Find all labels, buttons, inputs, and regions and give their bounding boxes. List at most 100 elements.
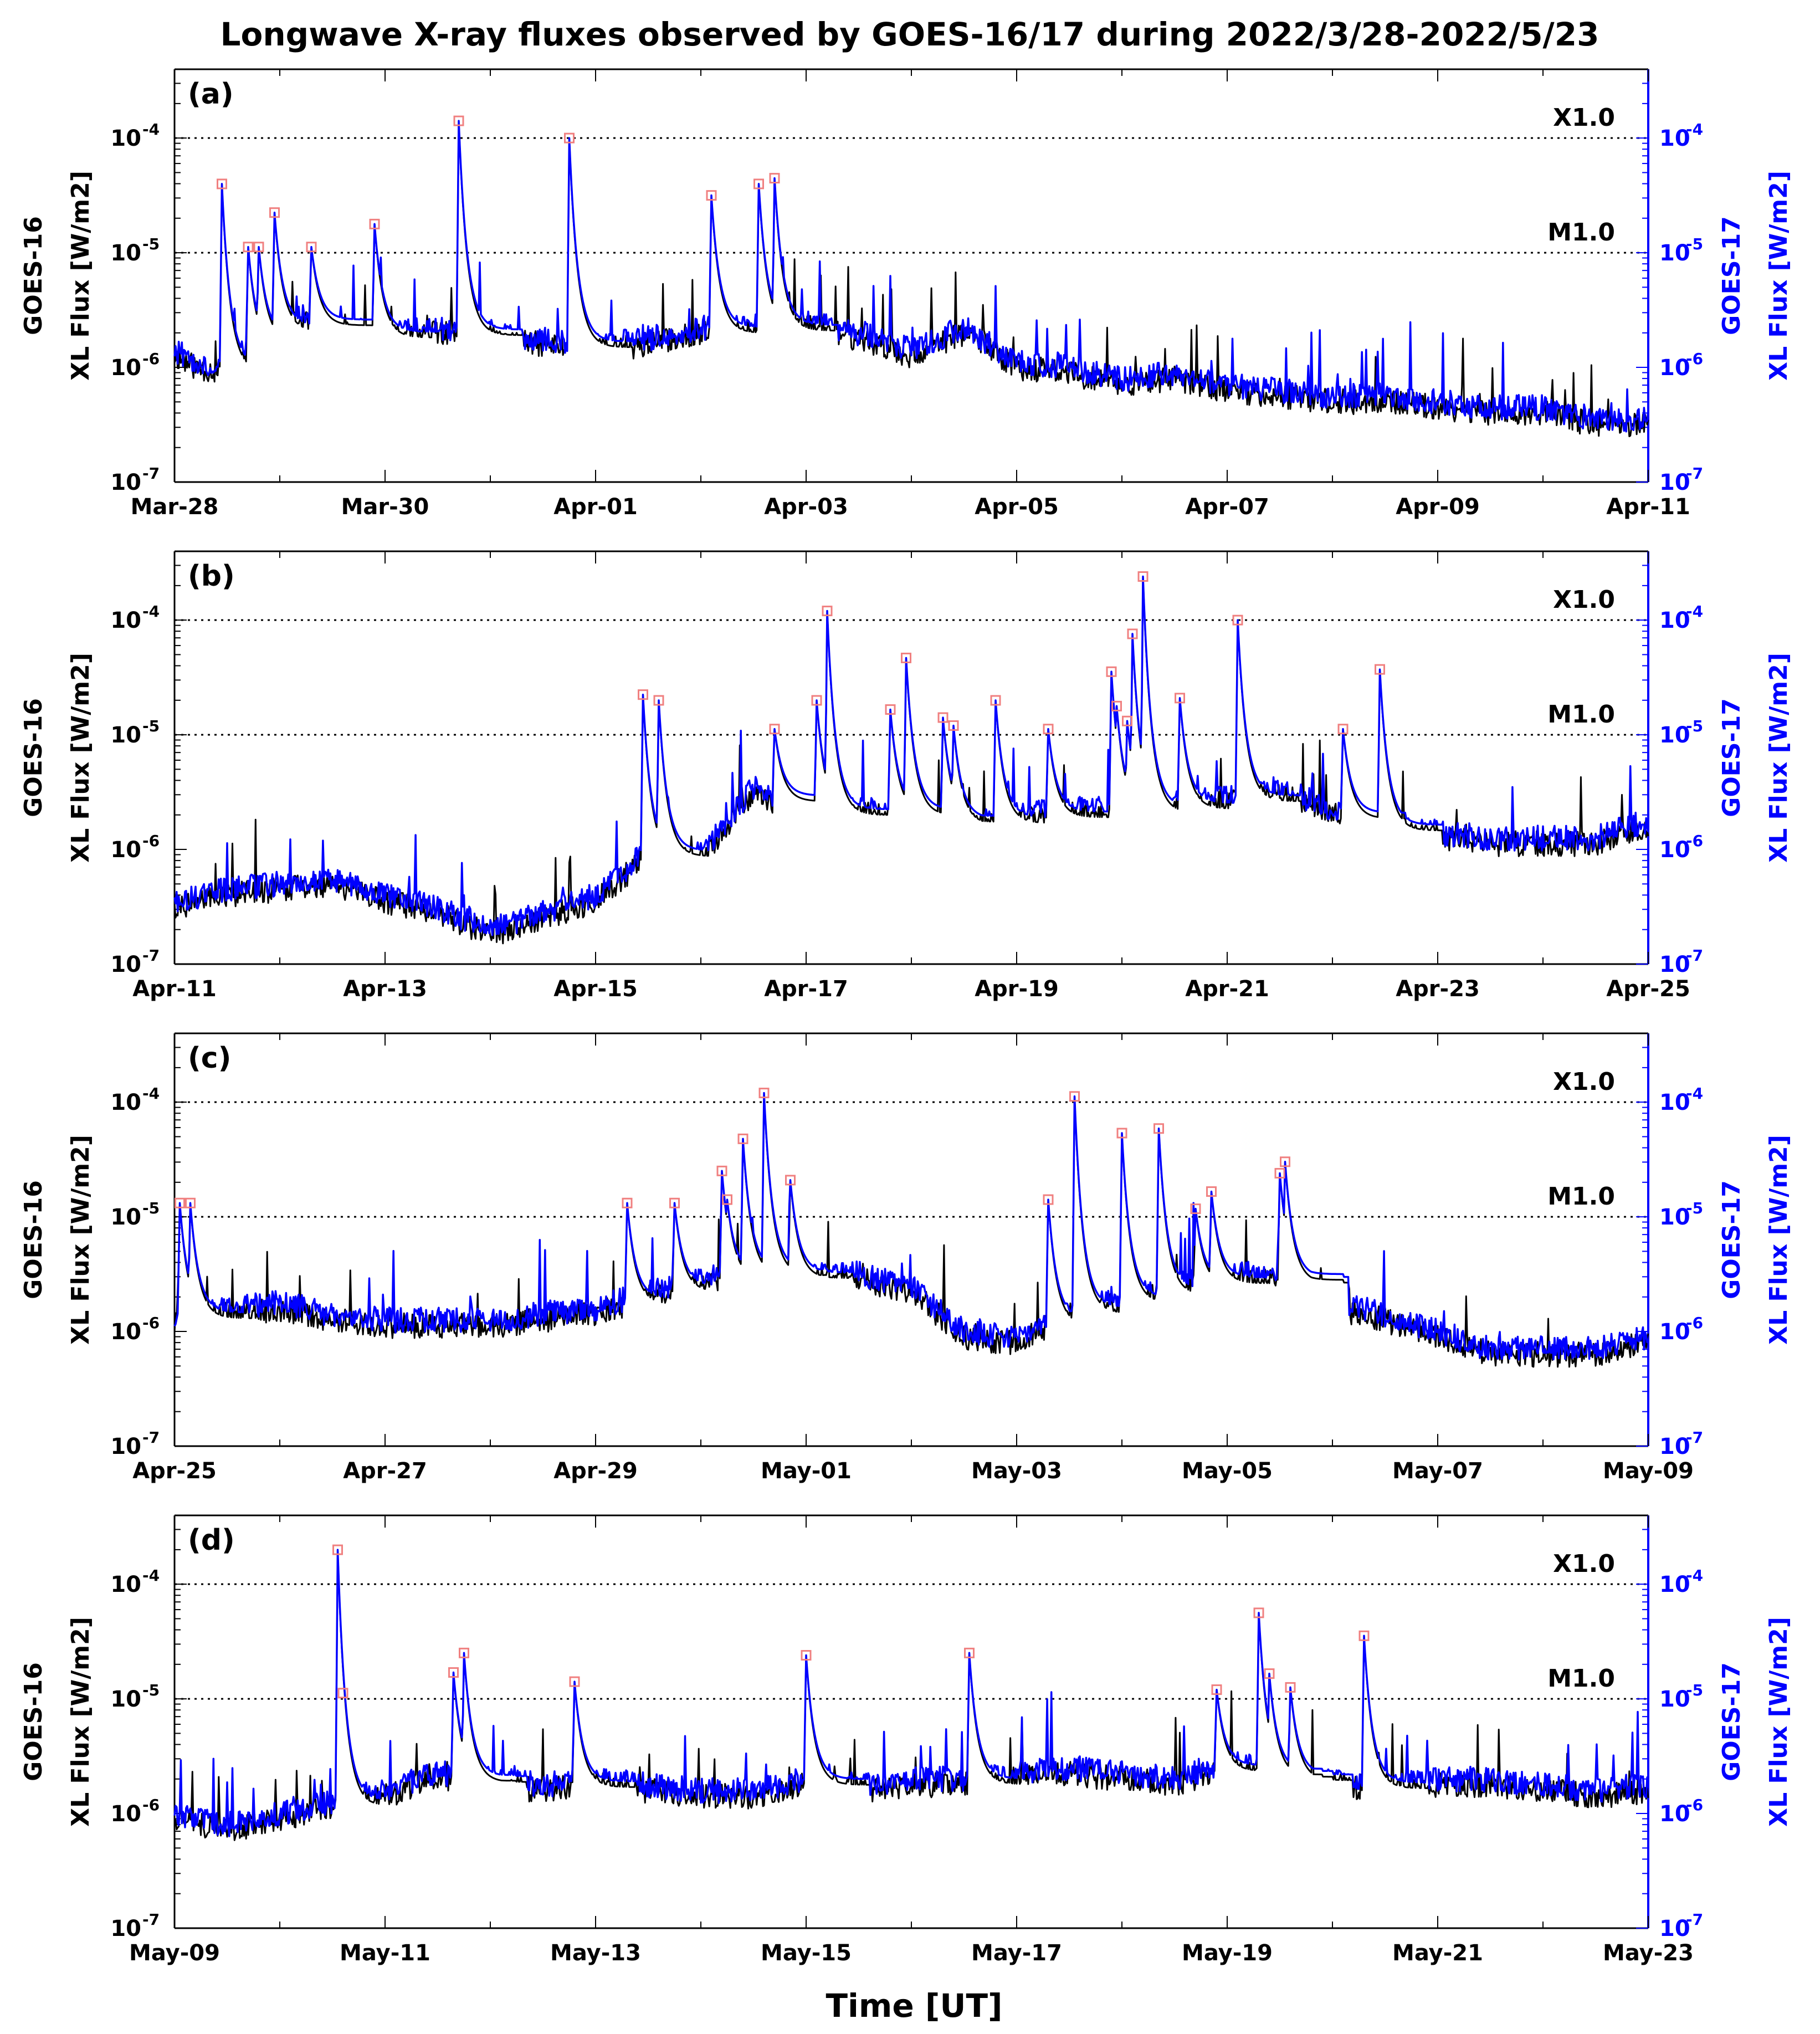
flare-marker [1253, 1607, 1264, 1618]
x-tick-label: Apr-01 [553, 494, 638, 520]
left-tick-label: 10 [110, 355, 141, 381]
goes16-series-line [173, 120, 1649, 437]
left-tick-exponent: -5 [142, 1681, 160, 1699]
flare-marker [243, 242, 254, 253]
flare-marker [937, 712, 949, 723]
flare-marker [253, 242, 264, 253]
left-tick-label: 10 [110, 1801, 141, 1827]
right-axis-satellite-label: GOES-17 [1718, 698, 1746, 817]
x-tick-label: Apr-21 [1185, 976, 1269, 1002]
left-tick-label: 10 [110, 470, 141, 495]
flare-marker [1232, 614, 1243, 626]
goes17-series-line [173, 575, 1649, 936]
x-tick-label: May-01 [761, 1458, 852, 1484]
left-axis-unit-label: XL Flux [W/m2] [66, 1135, 95, 1345]
flare-marker [785, 1175, 796, 1186]
left-tick-exponent: -7 [142, 946, 160, 965]
x-tick-label: Apr-15 [553, 976, 638, 1002]
m-class-label: M1.0 [1547, 218, 1615, 247]
flare-marker [1175, 693, 1185, 704]
x-tick-label: May-15 [761, 1940, 852, 1966]
flare-marker [1264, 1668, 1275, 1679]
flare-marker [1106, 666, 1117, 677]
panel-1: X1.0M1.010 -4 10-410 -5 10-510 -6 10-610 -7 10-7… [19, 68, 1793, 520]
flare-marker [1206, 1186, 1217, 1197]
x-tick-label: Apr-25 [132, 1458, 217, 1484]
panels: X1.0M1.010 -4 10-410 -5 10-510 -6 10-610 -7 10-7… [19, 68, 1793, 1966]
x-tick-label: Apr-03 [764, 494, 848, 520]
x-tick-label: Apr-05 [975, 494, 1059, 520]
right-tick-exponent: -5 [1686, 235, 1703, 253]
x-tick-label: May-17 [971, 1940, 1062, 1966]
right-tick-exponent: -5 [1686, 717, 1703, 735]
right-tick-label: 10 [1659, 1434, 1690, 1459]
flare-marker [948, 720, 959, 731]
flare-marker [669, 1197, 680, 1208]
left-tick-exponent: -7 [142, 464, 160, 483]
flare-marker [1111, 700, 1122, 711]
flare-marker [1043, 724, 1054, 735]
left-axis-satellite-label: GOES-16 [19, 698, 48, 817]
right-tick-label: 10 [1659, 608, 1690, 633]
right-tick-exponent: -5 [1686, 1199, 1703, 1217]
flare-marker [306, 242, 317, 253]
left-axis-unit-label: XL Flux [W/m2] [66, 653, 95, 863]
flare-marker [569, 1676, 580, 1687]
x-tick-label: May-11 [340, 1940, 430, 1966]
flare-marker [1116, 1128, 1127, 1139]
right-tick-exponent: -7 [1686, 464, 1703, 483]
flare-marker [811, 695, 822, 706]
right-tick-label: 10 [1659, 952, 1690, 977]
left-tick-exponent: -7 [142, 1428, 160, 1447]
goes16-series-line [173, 576, 1649, 945]
left-tick-label: 10 [110, 1205, 141, 1230]
left-tick-label: 10 [110, 126, 141, 151]
panel-2: X1.0M1.010 -4 10-410 -5 10-510 -6 10-610 -7 10-7… [19, 550, 1793, 1002]
left-axis-unit-label: XL Flux [W/m2] [66, 171, 95, 381]
left-tick-exponent: -4 [142, 1084, 160, 1103]
flare-marker [769, 724, 780, 735]
left-tick-label: 10 [110, 723, 141, 748]
left-tick-exponent: -4 [142, 602, 160, 621]
right-axis-unit-label: XL Flux [W/m2] [1765, 1135, 1793, 1345]
right-tick-exponent: -6 [1686, 1796, 1703, 1814]
right-tick-label: 10 [1659, 723, 1690, 748]
flare-marker [753, 178, 764, 189]
right-tick-label: 10 [1659, 1801, 1690, 1827]
right-tick-exponent: -5 [1686, 1681, 1703, 1699]
right-tick-exponent: -4 [1686, 1084, 1703, 1103]
right-tick-exponent: -4 [1686, 602, 1703, 621]
flare-marker [448, 1667, 459, 1678]
right-tick-label: 10 [1659, 240, 1690, 266]
left-tick-label: 10 [110, 608, 141, 633]
x-class-label: X1.0 [1553, 586, 1615, 614]
x-tick-label: Apr-25 [1606, 976, 1690, 1002]
right-axis-unit-label: XL Flux [W/m2] [1765, 171, 1793, 381]
x-class-label: X1.0 [1553, 1068, 1615, 1096]
x-class-label: X1.0 [1553, 104, 1615, 132]
left-tick-label: 10 [110, 1319, 141, 1345]
left-tick-exponent: -4 [142, 120, 160, 139]
flare-marker [706, 190, 717, 201]
right-tick-label: 10 [1659, 355, 1690, 381]
left-axis-satellite-label: GOES-16 [19, 1180, 48, 1299]
flare-marker [1211, 1684, 1222, 1695]
goes17-series-line [173, 1092, 1649, 1361]
right-axis-satellite-label: GOES-17 [1718, 1180, 1746, 1299]
x-tick-label: May-09 [1603, 1458, 1694, 1484]
right-tick-exponent: -7 [1686, 1428, 1703, 1447]
flare-marker [964, 1647, 975, 1658]
left-tick-label: 10 [110, 952, 141, 977]
flare-marker [564, 132, 575, 144]
right-tick-label: 10 [1659, 470, 1690, 495]
x-tick-label: Mar-28 [131, 494, 219, 520]
goes17-series-line [173, 120, 1649, 433]
left-tick-label: 10 [110, 1090, 141, 1115]
left-tick-label: 10 [110, 240, 141, 266]
x-tick-label: May-21 [1392, 1940, 1483, 1966]
flare-marker [1285, 1682, 1296, 1693]
left-tick-exponent: -5 [142, 1199, 160, 1217]
left-axis-unit-label: XL Flux [W/m2] [66, 1617, 95, 1827]
flare-marker [269, 207, 280, 218]
flare-marker [1043, 1194, 1054, 1205]
